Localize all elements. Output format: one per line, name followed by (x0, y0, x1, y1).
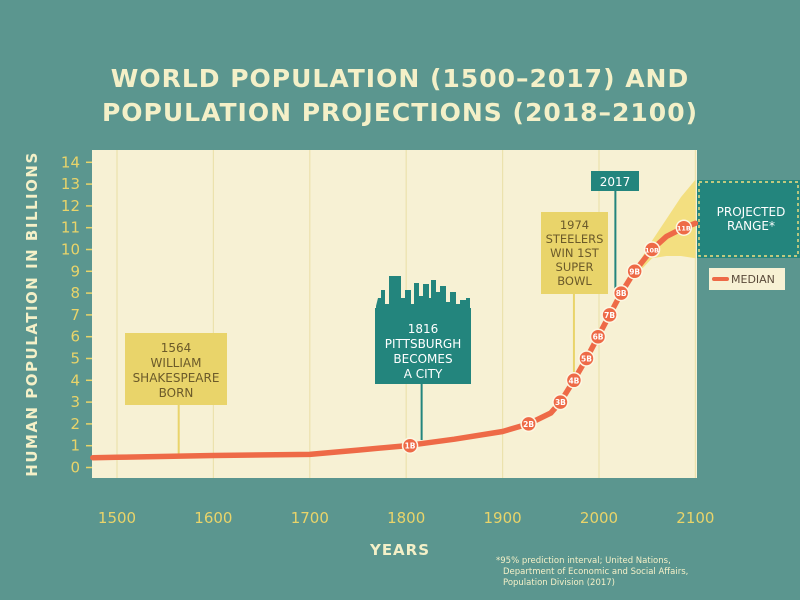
annotation-box (541, 212, 608, 294)
title-line-1: WORLD POPULATION (1500–2017) AND (110, 64, 690, 93)
y-tick-label: 14 (61, 153, 80, 171)
pittsburgh-skyline (376, 276, 470, 310)
milestone-dot (520, 415, 537, 433)
milestone-marker: 7B (601, 306, 618, 324)
annotation-text: BOWL (557, 274, 592, 288)
x-tick-label: 1700 (291, 509, 329, 527)
annotation-text: A CITY (404, 367, 443, 381)
milestone-label: 4B (568, 376, 579, 385)
annotation-text: 1816 (408, 322, 439, 336)
y-tick-label: 2 (70, 415, 80, 433)
annotation-text: PITTSBURGH (385, 337, 462, 351)
milestone-label: 10B (645, 247, 659, 255)
milestone-dot (578, 350, 595, 367)
milestone-marker: 2B (520, 415, 537, 433)
x-tick-label: 1900 (484, 509, 522, 527)
x-tick-label: 1500 (98, 509, 136, 527)
milestone-marker: 3B (552, 393, 569, 411)
milestone-label: 9B (629, 267, 640, 276)
annotation-text: WIN 1ST (550, 246, 600, 260)
milestone-label: 3B (555, 398, 566, 407)
y-tick-label: 11 (61, 219, 80, 237)
projected-range-label: PROJECTED (717, 205, 786, 219)
milestone-marker: 4B (565, 372, 583, 389)
annotation-box (125, 333, 227, 405)
milestone-label: 11B (677, 225, 691, 233)
y-tick-label: 9 (70, 262, 80, 280)
footnote-line: Population Division (2017) (503, 578, 615, 588)
y-axis-title: HUMAN POPULATION IN BILLIONS (23, 151, 41, 476)
milestone-dot (601, 306, 618, 324)
annotation-text: BECOMES (393, 352, 452, 366)
legend-box (709, 268, 785, 290)
milestone-marker: 1B (401, 437, 419, 454)
title-line-2: POPULATION PROJECTIONS (2018–2100) (101, 98, 699, 127)
milestone-marker: 11B (675, 219, 693, 236)
milestone-label: 8B (616, 289, 627, 298)
median-series-line (90, 220, 699, 461)
legend-median-label: MEDIAN (731, 273, 775, 286)
x-tick-label: 2000 (580, 509, 618, 527)
annotation-text: SHAKESPEARE (133, 371, 220, 385)
x-axis-title: YEARS (369, 541, 430, 559)
y-tick-label: 6 (70, 328, 80, 346)
milestone-dot (401, 437, 419, 454)
milestone-label: 1B (405, 442, 416, 451)
annotation-text: 1564 (161, 341, 192, 355)
y-tick-label: 7 (70, 306, 80, 324)
annotation-text: SUPER (556, 260, 594, 274)
milestone-dot (626, 263, 643, 280)
footnote-line: Department of Economic and Social Affair… (503, 567, 688, 577)
annotation-text: BORN (159, 386, 194, 400)
x-tick-label: 2100 (676, 509, 714, 527)
milestone-dot (589, 328, 607, 345)
y-tick-label: 0 (70, 459, 80, 477)
milestone-label: 7B (604, 311, 615, 320)
projected-range-label: RANGE* (727, 219, 775, 233)
milestone-label: 5B (581, 355, 592, 364)
y-tick-label: 5 (70, 350, 80, 368)
annotation-text: 2017 (600, 175, 631, 189)
milestone-dot (643, 241, 661, 258)
y-tick-label: 12 (61, 197, 80, 215)
milestone-marker: 8B (612, 284, 630, 302)
annotation-text: 1974 (560, 218, 589, 232)
milestone-label: 2B (523, 420, 534, 429)
projected-range-box-border (698, 181, 799, 257)
projected-range-box (697, 180, 800, 258)
annotation-box (375, 308, 471, 384)
milestone-dot (552, 393, 569, 411)
annotation-text: STEELERS (546, 232, 604, 246)
y-tick-label: 3 (70, 393, 80, 411)
milestone-dot (675, 219, 693, 236)
y-tick-label: 4 (70, 371, 80, 389)
milestone-dot (612, 284, 630, 302)
milestone-marker: 5B (578, 350, 595, 367)
annotation-text: WILLIAM (151, 356, 202, 370)
milestone-label: 6B (593, 333, 604, 342)
x-tick-label: 1600 (194, 509, 232, 527)
footnote-line: *95% prediction interval; United Nations… (496, 556, 671, 566)
milestone-dot (565, 372, 583, 389)
annotation-box (591, 171, 639, 191)
y-tick-label: 10 (61, 241, 80, 259)
y-tick-label: 8 (70, 284, 80, 302)
milestone-marker: 10B (643, 241, 661, 258)
y-tick-label: 13 (61, 175, 80, 193)
x-tick-label: 1800 (387, 509, 425, 527)
milestone-marker: 6B (589, 328, 607, 345)
milestone-marker: 9B (626, 263, 643, 280)
chart-title: WORLD POPULATION (1500–2017) AND POPULAT… (0, 62, 800, 130)
y-tick-label: 1 (70, 437, 80, 455)
